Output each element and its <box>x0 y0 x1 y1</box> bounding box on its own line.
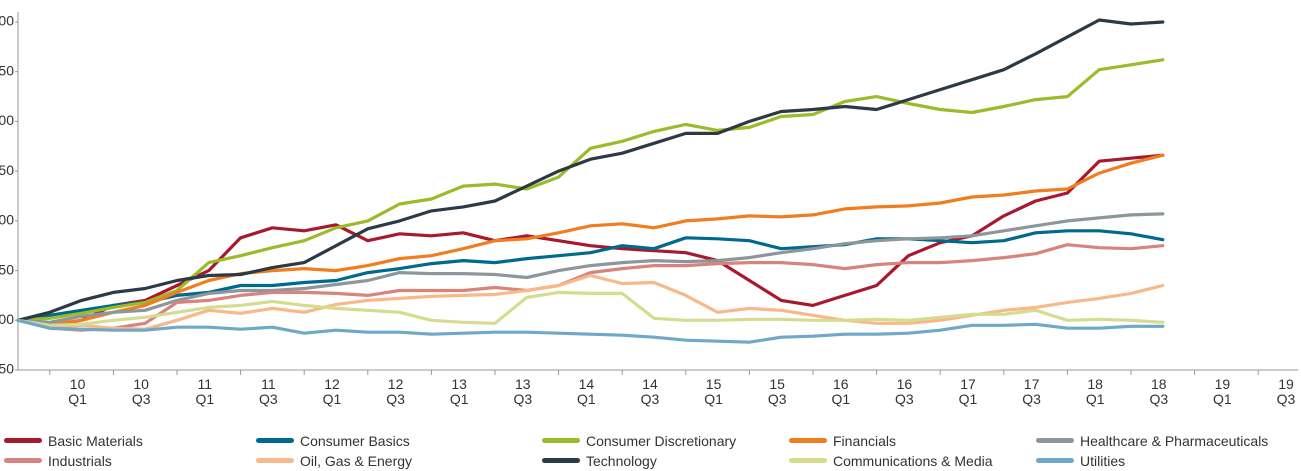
x-tick-label: 14 Q1 <box>577 376 596 407</box>
legend-swatch <box>4 458 42 463</box>
x-tick-label: 11 Q1 <box>195 376 215 407</box>
x-tick-label: 12 Q1 <box>322 376 342 407</box>
x-tick-label: 17 Q1 <box>958 376 978 407</box>
x-tick-label: 10 Q3 <box>131 376 151 407</box>
x-tick-label: 13 Q3 <box>513 376 533 407</box>
y-tick-label: 50 <box>0 361 14 377</box>
x-tick-label: 18 Q3 <box>1149 376 1169 407</box>
x-tick-label: 11 Q3 <box>259 376 278 407</box>
x-tick-label: 19 Q3 <box>1276 376 1296 407</box>
y-tick-label: 250 <box>0 162 14 178</box>
legend-swatch <box>1036 438 1074 443</box>
x-tick-label: 16 Q3 <box>895 376 914 407</box>
series-line <box>16 153 1165 326</box>
legend-swatch <box>1036 458 1074 463</box>
x-tick-label: 15 Q1 <box>704 376 723 407</box>
x-tick-label: 14 Q3 <box>640 376 660 407</box>
legend-swatch <box>256 458 294 463</box>
legend-swatch <box>256 438 294 443</box>
series-line <box>16 18 1165 322</box>
x-tick-label: 15 Q3 <box>767 376 787 407</box>
y-tick-label: 400 <box>0 13 14 29</box>
x-tick-label: 12 Q3 <box>386 376 405 407</box>
y-tick-label: 150 <box>0 261 14 277</box>
legend-swatch <box>789 458 827 463</box>
x-tick-label: 17 Q3 <box>1022 376 1041 407</box>
legend-item: Consumer Basics <box>252 432 410 450</box>
legend-item: Financials <box>785 432 896 450</box>
x-tick-label: 13 Q1 <box>449 376 469 407</box>
legend-item: Oil, Gas & Energy <box>252 452 412 470</box>
y-tick-label: 300 <box>0 112 14 128</box>
legend-item: Utilities <box>1032 452 1125 470</box>
legend-item: Industrials <box>0 452 112 470</box>
legend-swatch <box>789 438 827 443</box>
x-tick-label: 19 Q1 <box>1213 376 1232 407</box>
x-tick-label: 10 Q1 <box>68 376 87 407</box>
y-tick-label: 200 <box>0 212 14 228</box>
legend-item: Consumer Discretionary <box>538 432 736 450</box>
series-line <box>16 290 1165 327</box>
series-line <box>16 243 1165 332</box>
legend-item: Technology <box>538 452 657 470</box>
y-tick-label: 100 <box>0 311 14 327</box>
legend-swatch <box>542 458 580 463</box>
x-tick-label: 18 Q1 <box>1085 376 1105 407</box>
x-tick-label: 16 Q1 <box>831 376 851 407</box>
legend-swatch <box>4 438 42 443</box>
series-line <box>16 212 1165 324</box>
y-tick-label: 350 <box>0 62 14 78</box>
series-line <box>16 318 1165 344</box>
legend-item: Healthcare & Pharmaceuticals <box>1032 432 1268 450</box>
legend-item: Basic Materials <box>0 432 143 450</box>
legend-item: Communications & Media <box>785 452 993 470</box>
legend-swatch <box>542 438 580 443</box>
series-line <box>16 58 1165 322</box>
